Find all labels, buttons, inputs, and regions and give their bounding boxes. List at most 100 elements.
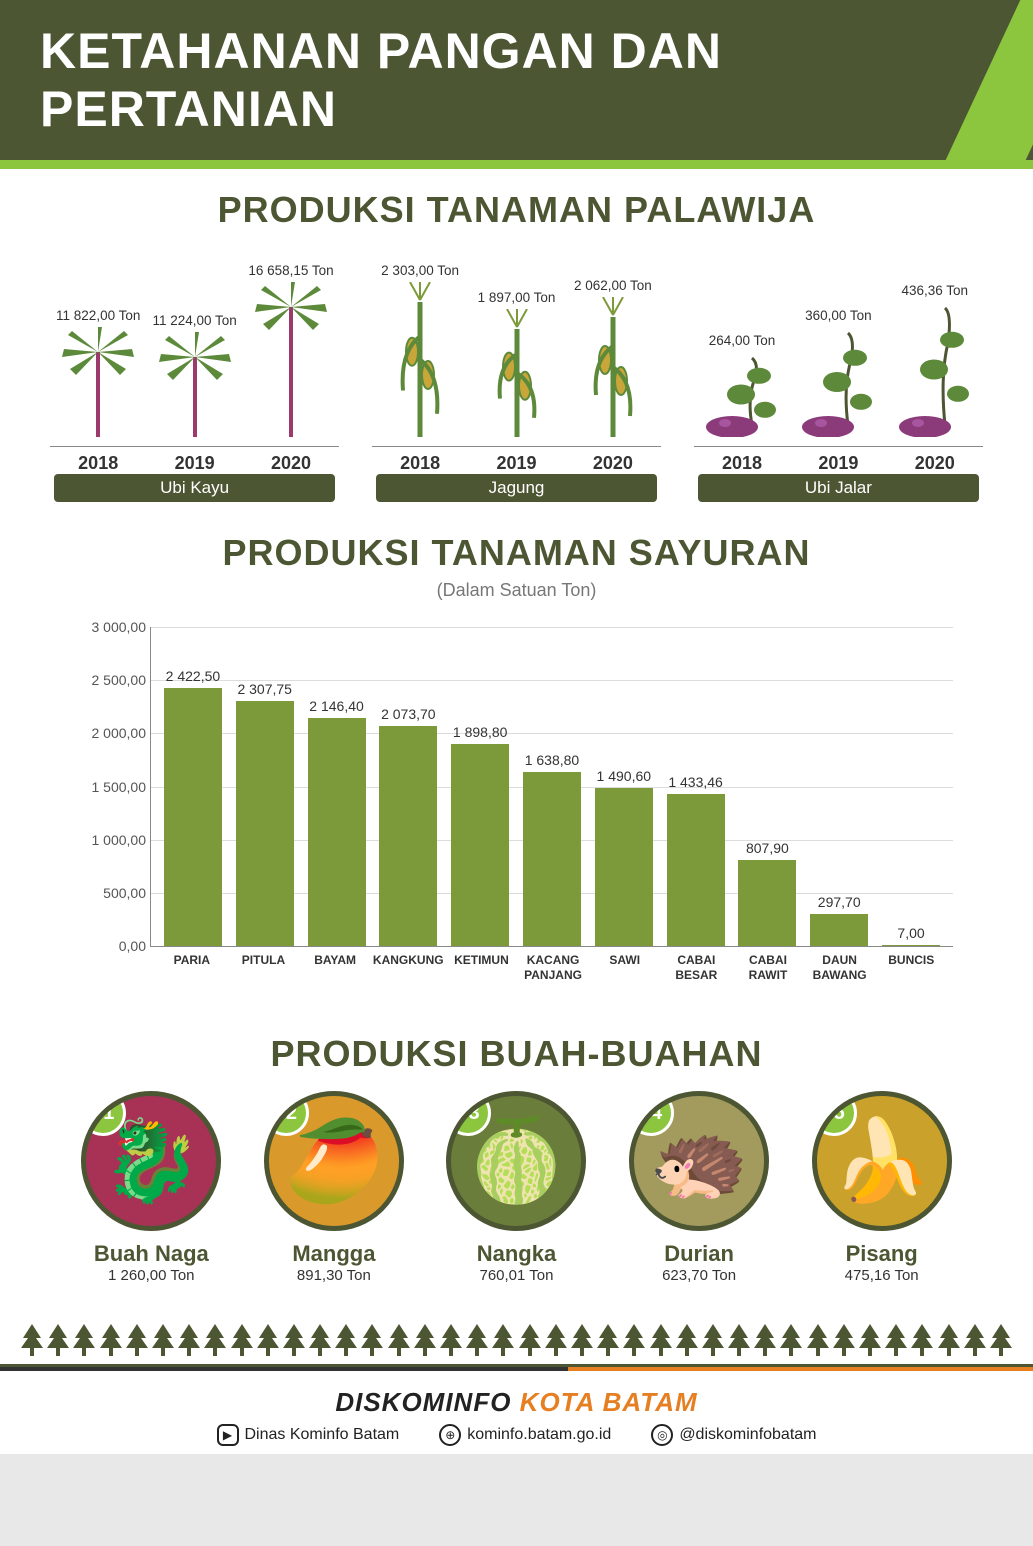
bar-column: 2 307,75 — [229, 627, 301, 946]
fruit-icon: 🐉 — [101, 1121, 201, 1201]
bar-column: 1 433,46 — [660, 627, 732, 946]
bar-column: 297,70 — [803, 627, 875, 946]
tree-icon — [649, 1324, 673, 1356]
crop-value-label: 2 303,00 Ton — [381, 263, 459, 278]
crop-items: 2 303,00 Ton 1 897,00 Ton 2 062,00 Ton — [372, 247, 661, 447]
bar-column: 1 638,80 — [516, 627, 588, 946]
footer: DISKOMINFO KOTA BATAM ▶Dinas Kominfo Bat… — [0, 1369, 1033, 1454]
chart-plot-area: 0,00500,001 000,001 500,002 000,002 500,… — [150, 627, 953, 947]
crop-group-label: Jagung — [376, 474, 657, 502]
tree-icon — [491, 1324, 515, 1356]
tree-icon — [910, 1324, 934, 1356]
fruit-image: #1🐉 — [81, 1091, 221, 1231]
bar — [451, 744, 509, 946]
bar-value-label: 1 490,60 — [597, 768, 652, 784]
crop-year-label: 2019 — [468, 453, 564, 474]
fruit-value: 475,16 Ton — [800, 1267, 964, 1284]
tree-icon — [46, 1324, 70, 1356]
bar-value-label: 1 433,46 — [668, 774, 723, 790]
fruit-value: 623,70 Ton — [617, 1267, 781, 1284]
bar-column: 2 146,40 — [301, 627, 373, 946]
bar — [667, 794, 725, 946]
tree-icon — [256, 1324, 280, 1356]
page-title: KETAHANAN PANGAN DAN PERTANIAN — [40, 22, 993, 138]
sayuran-title: PRODUKSI TANAMAN SAYURAN — [50, 532, 983, 574]
brand-part-b: KOTA BATAM — [520, 1387, 698, 1417]
crop-year-label: 2020 — [565, 453, 661, 474]
x-tick-label: DAUN BAWANG — [804, 953, 876, 983]
tree-icon — [570, 1324, 594, 1356]
tree-icon — [727, 1324, 751, 1356]
footer-link[interactable]: ▶ Dinas Kominfo Batam — [217, 1424, 400, 1446]
tree-icon — [203, 1324, 227, 1356]
tree-icon — [334, 1324, 358, 1356]
youtube-icon: ▶ — [217, 1424, 239, 1446]
bar-column: 807,90 — [732, 627, 804, 946]
bar-chart: 0,00500,001 000,001 500,002 000,002 500,… — [50, 617, 983, 983]
header-accent-line — [0, 160, 1033, 169]
tree-icon — [360, 1324, 384, 1356]
rank-badge: #2 — [264, 1091, 309, 1136]
tree-icon — [544, 1324, 568, 1356]
y-tick-label: 2 000,00 — [76, 725, 146, 741]
footer-link-text: kominfo.batam.go.id — [467, 1426, 611, 1444]
section-buah: PRODUKSI BUAH-BUAHAN #1🐉Buah Naga1 260,0… — [0, 993, 1033, 1324]
crop-item: 1 897,00 Ton — [468, 247, 564, 442]
y-tick-label: 1 000,00 — [76, 832, 146, 848]
fruit-name: Nangka — [434, 1241, 598, 1267]
tree-icon — [779, 1324, 803, 1356]
tree-icon — [596, 1324, 620, 1356]
tree-icon — [675, 1324, 699, 1356]
bar-value-label: 7,00 — [897, 925, 924, 941]
palawija-title: PRODUKSI TANAMAN PALAWIJA — [50, 189, 983, 231]
bar-value-label: 2 307,75 — [237, 681, 292, 697]
crop-year-label: 2020 — [243, 453, 339, 474]
tree-icon — [151, 1324, 175, 1356]
crop-value-label: 16 658,15 Ton — [248, 263, 333, 278]
crop-items: 264,00 Ton 360,00 Ton 436,36 Ton — [694, 247, 983, 447]
infographic-page: KETAHANAN PANGAN DAN PERTANIAN PRODUKSI … — [0, 0, 1033, 1454]
fruit-value: 891,30 Ton — [252, 1267, 416, 1284]
y-tick-label: 2 500,00 — [76, 672, 146, 688]
crop-group-label: Ubi Jalar — [698, 474, 979, 502]
footer-link[interactable]: ⊕kominfo.batam.go.id — [439, 1424, 611, 1446]
tree-icon — [518, 1324, 542, 1356]
x-tick-label: KETIMUN — [446, 953, 518, 983]
tree-icon — [125, 1324, 149, 1356]
x-tick-label: PARIA — [156, 953, 228, 983]
crop-value-label: 1 897,00 Ton — [478, 290, 556, 305]
x-tick-label: KACANG PANJANG — [517, 953, 589, 983]
fruit-image: #3🍈 — [446, 1091, 586, 1231]
sweetpotato-icon — [890, 302, 980, 442]
x-tick-label: KANGKUNG — [371, 953, 446, 983]
crop-value-label: 11 224,00 Ton — [152, 313, 236, 328]
tree-icon — [99, 1324, 123, 1356]
fruit-item: #3🍈Nangka760,01 Ton — [434, 1091, 598, 1284]
sweetpotato-icon — [793, 327, 883, 442]
bar — [164, 688, 222, 946]
bar-column: 1 898,80 — [444, 627, 516, 946]
crop-year-label: 2018 — [50, 453, 146, 474]
bar-value-label: 297,70 — [818, 894, 861, 910]
fruit-icon: 🦔 — [649, 1121, 749, 1201]
corn-icon — [385, 282, 455, 442]
tree-icon — [20, 1324, 44, 1356]
fruit-name: Durian — [617, 1241, 781, 1267]
bar-value-label: 1 898,80 — [453, 724, 508, 740]
x-tick-label: CABAI BESAR — [661, 953, 733, 983]
bar — [236, 701, 294, 946]
footer-link-text: Dinas Kominfo Batam — [245, 1426, 400, 1444]
tree-icon — [230, 1324, 254, 1356]
tree-icon — [308, 1324, 332, 1356]
crop-group: 2 303,00 Ton 1 897,00 Ton 2 062,00 Ton 2… — [372, 247, 661, 502]
crop-value-label: 2 062,00 Ton — [574, 278, 652, 293]
crop-year-label: 2018 — [372, 453, 468, 474]
rank-badge: #5 — [812, 1091, 857, 1136]
crop-year-label: 2019 — [146, 453, 242, 474]
crop-group: 11 822,00 Ton 11 224,00 Ton — [50, 247, 339, 502]
footer-link[interactable]: ◎@diskominfobatam — [651, 1424, 816, 1446]
x-tick-label: PITULA — [228, 953, 300, 983]
corn-icon — [578, 297, 648, 442]
header-bar: KETAHANAN PANGAN DAN PERTANIAN — [0, 0, 1033, 160]
tree-icon — [963, 1324, 987, 1356]
